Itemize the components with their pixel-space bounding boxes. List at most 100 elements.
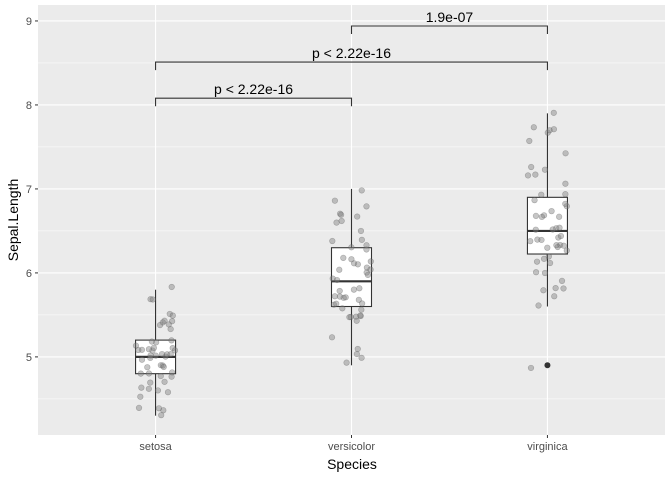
data-point [171, 347, 179, 354]
data-point [152, 352, 159, 359]
y-tick-label: 6 [26, 268, 32, 280]
data-point [355, 296, 362, 303]
comparison-bracket [155, 61, 548, 71]
data-point [342, 294, 349, 301]
data-point [348, 256, 355, 263]
data-point [340, 294, 347, 301]
data-point [353, 350, 360, 358]
data-point [532, 226, 539, 233]
x-tick-label: setosa [139, 441, 172, 453]
data-point [524, 172, 532, 179]
data-point [169, 345, 176, 352]
data-point [329, 237, 336, 245]
data-point [535, 302, 542, 309]
data-point [158, 350, 166, 358]
data-point [530, 124, 537, 131]
data-point [352, 313, 360, 320]
data-point [538, 191, 545, 198]
data-point [135, 346, 142, 354]
data-point [340, 254, 347, 261]
data-point [533, 258, 541, 265]
data-point [161, 317, 168, 324]
data-point [557, 232, 565, 240]
data-point [538, 236, 545, 244]
comparison-bracket [350, 25, 548, 34]
data-point [158, 412, 165, 419]
data-point [562, 180, 569, 187]
data-point [531, 197, 538, 204]
data-point [147, 296, 154, 303]
data-point [541, 166, 549, 173]
data-point [541, 269, 549, 277]
data-point [550, 126, 558, 133]
data-point [527, 364, 535, 372]
data-point [159, 362, 166, 369]
data-point [363, 203, 370, 210]
data-point [138, 346, 146, 353]
data-point [563, 247, 570, 254]
comparison-bracket [155, 97, 353, 107]
data-point [562, 191, 569, 198]
box [526, 196, 568, 255]
data-point [367, 258, 374, 265]
data-point [562, 200, 569, 207]
y-tick-label: 5 [26, 352, 32, 364]
data-point [350, 286, 358, 293]
data-point [359, 300, 366, 307]
data-point [554, 243, 561, 251]
data-point [358, 306, 365, 313]
data-point [164, 351, 171, 358]
data-point [556, 224, 563, 231]
data-point [367, 266, 374, 273]
data-point [551, 293, 558, 300]
data-point [145, 346, 153, 353]
data-point [353, 317, 360, 324]
data-point [540, 287, 547, 294]
data-point [343, 359, 350, 366]
boxes [135, 113, 568, 416]
y-axis-title: Sepal.Length [5, 179, 21, 262]
data-point [354, 345, 361, 353]
data-point [147, 352, 154, 359]
data-point [357, 227, 365, 235]
data-point [338, 217, 345, 225]
data-point [137, 393, 144, 400]
x-tick-label: virginica [527, 441, 568, 453]
data-point [528, 163, 535, 171]
data-point [328, 334, 336, 341]
outlier-point [544, 362, 551, 369]
x-axis-title: Species [327, 456, 377, 472]
data-point [357, 312, 364, 319]
data-point [147, 379, 154, 386]
data-point [162, 353, 169, 360]
data-point [159, 319, 166, 326]
y-tick-label: 8 [26, 100, 32, 112]
data-point [157, 362, 164, 369]
data-point [558, 277, 566, 284]
data-point [149, 347, 156, 354]
data-point [354, 261, 361, 268]
data-point [330, 301, 338, 308]
data-point [167, 351, 174, 358]
data-point [357, 312, 364, 320]
data-point [544, 244, 551, 251]
box [330, 247, 373, 308]
data-point [527, 238, 534, 245]
significance-brackets: p < 2.22e-16 p < 2.22e-16 1.9e-07 [155, 9, 548, 107]
data-point [160, 363, 167, 371]
data-point [168, 337, 175, 344]
data-point [553, 225, 560, 232]
data-point [562, 150, 569, 157]
data-point [336, 266, 343, 273]
data-point [329, 275, 336, 282]
data-point [556, 213, 563, 220]
data-point [363, 269, 370, 276]
jitter-points [132, 109, 570, 419]
data-point [144, 364, 151, 371]
data-point [145, 385, 152, 392]
data-point [164, 389, 172, 396]
data-point [540, 255, 548, 262]
data-point [165, 321, 172, 328]
data-point [338, 211, 345, 218]
data-point [169, 312, 176, 319]
